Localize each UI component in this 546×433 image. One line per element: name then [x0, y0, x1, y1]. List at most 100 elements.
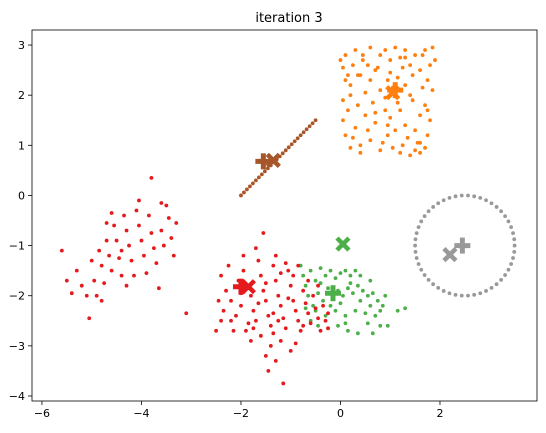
data-point: [351, 291, 355, 296]
data-point: [365, 63, 370, 67]
data-point: [346, 328, 350, 333]
data-point: [229, 318, 233, 323]
data-point: [97, 248, 102, 253]
data-point: [343, 133, 348, 138]
data-point: [378, 88, 383, 93]
data-point: [414, 256, 419, 260]
data-point: [436, 201, 441, 206]
data-point: [137, 198, 141, 203]
data-point: [291, 273, 296, 278]
data-point: [293, 308, 298, 313]
data-point: [127, 243, 131, 248]
data-point: [426, 278, 431, 282]
data-point: [338, 301, 343, 306]
data-point: [360, 288, 365, 293]
data-point: [292, 139, 297, 144]
data-point: [79, 283, 84, 288]
data-point: [385, 133, 390, 138]
data-point: [253, 318, 258, 323]
data-point: [321, 298, 325, 303]
data-point: [276, 318, 281, 323]
data-point: [64, 278, 69, 283]
data-point: [124, 283, 129, 288]
data-point: [431, 282, 436, 287]
plot-frame: [31, 29, 538, 402]
data-point: [368, 303, 373, 308]
data-point: [278, 338, 283, 343]
data-point: [360, 53, 365, 57]
data-point: [499, 278, 504, 282]
x-tick-label: 2: [436, 407, 443, 420]
data-point: [301, 130, 306, 135]
data-point: [256, 258, 261, 263]
data-point: [343, 313, 348, 318]
data-point: [431, 205, 436, 209]
data-point: [341, 118, 345, 123]
data-point: [296, 263, 301, 268]
data-point: [428, 63, 432, 67]
data-point: [114, 238, 119, 243]
data-point: [355, 331, 360, 336]
data-point: [416, 262, 421, 266]
data-point: [351, 63, 355, 67]
data-point: [313, 306, 318, 311]
data-point: [373, 120, 378, 125]
data-point: [147, 213, 151, 218]
data-point: [373, 68, 378, 73]
data-point: [273, 253, 278, 258]
previous-centroid-marker: [442, 247, 458, 263]
data-point: [380, 303, 385, 308]
y-tick-label: 0: [18, 189, 25, 202]
data-point: [219, 273, 223, 278]
data-point: [509, 225, 514, 230]
data-point: [416, 225, 421, 230]
data-point: [216, 298, 221, 303]
data-point: [472, 194, 477, 199]
data-point: [393, 45, 398, 50]
data-point: [388, 115, 393, 120]
data-point: [418, 68, 422, 73]
data-point: [151, 246, 156, 250]
data-point: [316, 291, 320, 296]
data-point: [348, 145, 353, 150]
data-point: [512, 249, 517, 254]
data-point: [313, 118, 318, 123]
data-point: [466, 193, 470, 198]
data-point: [87, 316, 92, 321]
data-point: [293, 341, 298, 346]
data-point: [363, 90, 368, 95]
data-point: [478, 291, 483, 296]
data-point: [441, 289, 446, 293]
data-point: [304, 127, 309, 132]
current-centroid-marker: [454, 237, 471, 254]
data-point: [370, 291, 375, 296]
data-point: [117, 256, 121, 261]
data-point: [413, 53, 418, 57]
data-point: [388, 70, 393, 75]
data-point: [69, 291, 74, 296]
data-point: [420, 85, 425, 90]
data-point: [328, 303, 333, 308]
data-point: [436, 286, 441, 290]
data-point: [119, 248, 124, 253]
data-point: [159, 201, 164, 205]
data-point: [383, 48, 388, 52]
data-point: [99, 263, 104, 268]
data-point: [307, 124, 312, 129]
data-point: [466, 293, 470, 298]
data-point: [245, 187, 249, 192]
data-point: [256, 175, 261, 180]
chart-title: iteration 3: [255, 11, 322, 26]
data-point: [333, 308, 338, 313]
data-point: [351, 135, 355, 140]
data-point: [251, 326, 256, 331]
data-point: [336, 323, 340, 328]
plot-marks: [59, 45, 517, 386]
x-tick-label: −2: [233, 407, 249, 420]
data-point: [139, 238, 144, 243]
data-point: [447, 195, 452, 200]
data-point: [119, 273, 124, 278]
y-axis-ticks: −4 −3 −2 −1 0 1 2 3: [9, 39, 32, 403]
data-point: [249, 293, 253, 298]
data-point: [318, 266, 323, 271]
